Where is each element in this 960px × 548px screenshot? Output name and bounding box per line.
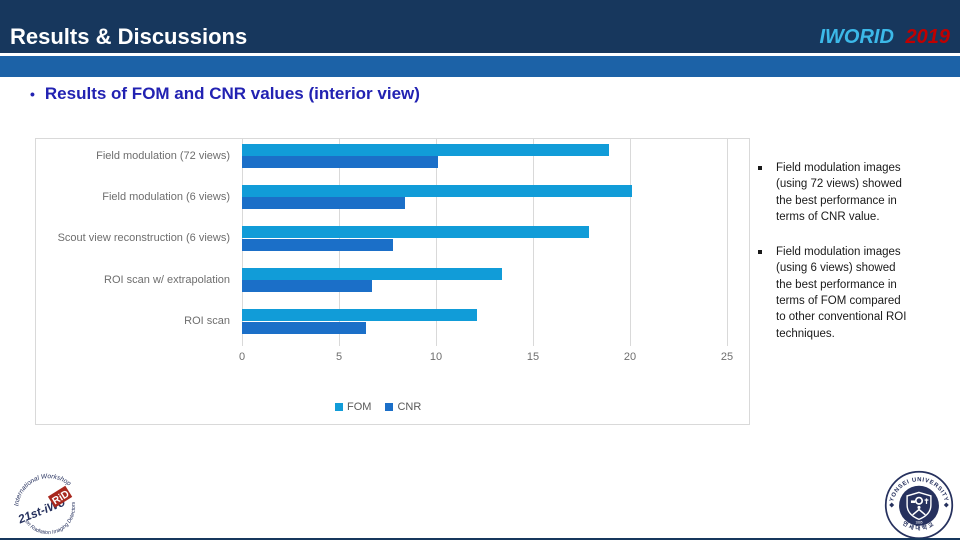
seal-diamond-icon: [889, 502, 895, 508]
gridline: [630, 139, 631, 346]
bar-cnr: [242, 238, 394, 251]
section-heading-text: Results of FOM and CNR values (interior …: [44, 84, 420, 103]
bar-fom: [242, 226, 590, 239]
conference-label: IWORID 2019: [820, 24, 951, 50]
legend-swatch-icon: [335, 403, 343, 411]
legend-item-cnr: CNR: [385, 401, 421, 413]
section-heading: • Results of FOM and CNR values (interio…: [30, 84, 420, 104]
note-text: Field modulation images (using 72 views)…: [776, 162, 902, 223]
category-label: Scout view reconstruction (6 views): [57, 232, 230, 245]
legend-label: CNR: [397, 401, 422, 413]
bullet-square-icon: [758, 166, 762, 170]
seal-shield: [906, 491, 932, 521]
chart-row: Scout view reconstruction (6 views): [36, 222, 749, 263]
gridline: [436, 139, 437, 346]
x-tick-label: 25: [720, 351, 734, 363]
bar-cnr: [242, 197, 405, 210]
yonsei-university-seal: YONSEI UNIVERSITY 연세대학교 1885: [884, 470, 954, 540]
chart-row: ROI scan w/ extrapolation: [36, 263, 749, 304]
category-label: ROI scan w/ extrapolation: [104, 273, 230, 286]
bar-fom: [242, 267, 502, 280]
x-tick-label: 5: [335, 351, 343, 363]
category-label: Field modulation (6 views): [102, 190, 230, 203]
bar-cnr: [242, 280, 372, 293]
bar-fom: [242, 143, 609, 156]
slide-title: Results & Discussions: [10, 24, 248, 49]
chart-row: Field modulation (6 views): [36, 180, 749, 221]
x-tick-label: 15: [526, 351, 540, 363]
header-divider: [0, 53, 960, 56]
gridline: [533, 139, 534, 346]
seal-diamond-icon: [943, 502, 949, 508]
conference-year: 2019: [905, 26, 951, 48]
category-label: ROI scan: [184, 315, 230, 328]
bar-fom: [242, 309, 477, 322]
bar-fom: [242, 184, 632, 197]
seal-banner-text: 1885: [916, 521, 923, 525]
note-text: Field modulation images (using 6 views) …: [776, 246, 907, 340]
title-bar: Results & Discussions IWORID 2019: [0, 0, 960, 53]
note-item: Field modulation images (using 6 views) …: [758, 244, 948, 342]
accent-band: [0, 56, 960, 77]
legend-swatch-icon: [385, 403, 394, 411]
bar-cnr: [242, 156, 438, 168]
legend-label: FOM: [347, 401, 372, 413]
bullet-dot-icon: •: [30, 85, 35, 102]
chart-legend: FOM CNR: [335, 401, 421, 413]
iworid-workshop-logo: International Workshop on Radiation Imag…: [7, 466, 85, 545]
category-label: Field modulation (72 views): [96, 149, 230, 162]
logo-red-box: [47, 485, 73, 508]
x-tick-label: 0: [238, 351, 246, 363]
x-tick-label: 20: [623, 351, 637, 363]
conference-name: IWORID: [819, 26, 894, 48]
bullet-square-icon: [758, 250, 762, 255]
gridline: [727, 139, 728, 346]
bar-cnr: [242, 321, 367, 334]
legend-item-fom: FOM: [335, 401, 371, 413]
bar-chart: 0 5 10 15 20 25 Field modulation (72 views) Fi…: [35, 138, 750, 425]
note-item: Field modulation images (using 72 views)…: [758, 160, 948, 225]
bottom-edge-line: [0, 538, 960, 540]
chart-row: ROI scan: [36, 305, 749, 346]
x-tick-label: 10: [429, 351, 443, 363]
notes-column: Field modulation images (using 72 views)…: [758, 160, 948, 361]
chart-row: Field modulation (72 views): [36, 139, 749, 180]
